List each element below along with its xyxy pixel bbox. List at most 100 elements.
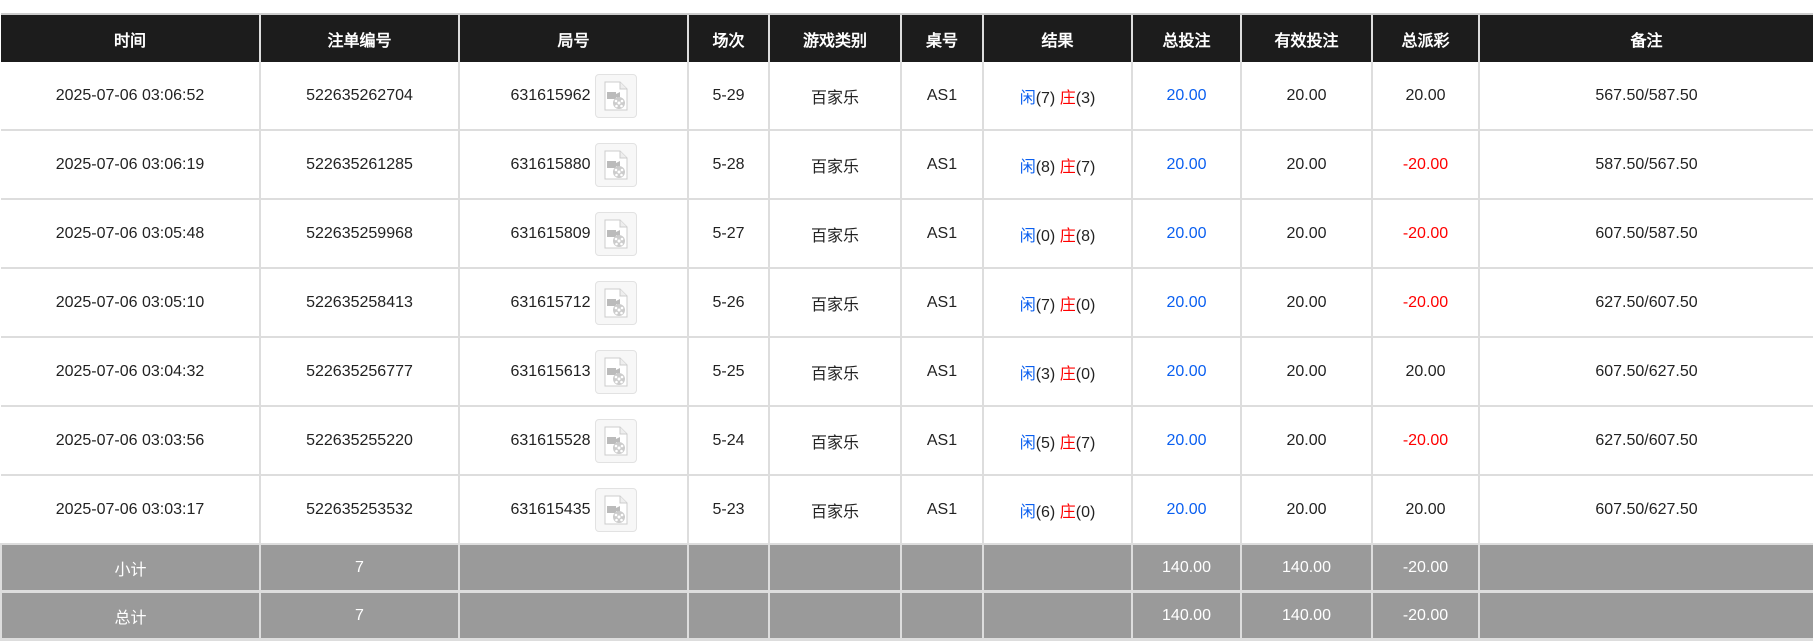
player-label: 闲	[1019, 89, 1036, 107]
bet-id-cell: 522635262704	[259, 62, 459, 131]
video-replay-icon[interactable]	[594, 211, 637, 256]
valid-bet-cell: 20.00	[1240, 406, 1372, 476]
player-label: 闲	[1019, 503, 1036, 521]
player-label: 闲	[1019, 296, 1036, 314]
column-header: 备注	[1478, 13, 1813, 62]
empty-cell	[1478, 591, 1813, 641]
valid-bet-cell: 20.00	[1240, 130, 1372, 200]
session-cell: 5-24	[687, 406, 769, 476]
time-cell: 2025-07-06 03:03:56	[1, 406, 260, 476]
payout-cell: -20.00	[1371, 130, 1479, 200]
payout-cell: 20.00	[1371, 475, 1479, 545]
banker-score: (7)	[1075, 434, 1096, 452]
total-bet-cell: 20.00	[1131, 268, 1241, 338]
bet-id-cell: 522635253532	[259, 475, 459, 545]
player-score: (7)	[1035, 296, 1056, 314]
round-cell: 631615613	[458, 337, 688, 407]
table-row: 2025-07-06 03:06:19 522635261285 6316158…	[1, 130, 1813, 200]
summary-count: 7	[259, 544, 459, 593]
result-cell: 闲(7) 庄(0)	[982, 268, 1132, 338]
table-row: 2025-07-06 03:06:52 522635262704 6316159…	[1, 62, 1813, 131]
banker-score: (0)	[1075, 365, 1096, 383]
note-cell: 607.50/627.50	[1478, 475, 1813, 545]
empty-cell	[458, 591, 688, 641]
payout-cell: -20.00	[1371, 406, 1479, 476]
table-number-cell: AS1	[900, 199, 983, 269]
video-replay-icon[interactable]	[594, 73, 637, 118]
bet-id-cell: 522635256777	[259, 337, 459, 407]
note-cell: 567.50/587.50	[1478, 62, 1813, 131]
round-cell: 631615435	[458, 475, 688, 545]
bet-records-table: 时间 注单编号 局号 场次 游戏类别 桌号 结果 总投注 有效投注 总派彩 备注 2025-07-0…	[0, 13, 1813, 641]
result-cell: 闲(7) 庄(3)	[982, 62, 1132, 131]
result-cell: 闲(6) 庄(0)	[982, 475, 1132, 545]
game-type-cell: 百家乐	[768, 199, 901, 269]
video-replay-icon[interactable]	[594, 349, 637, 394]
video-replay-icon[interactable]	[594, 280, 637, 325]
table-row: 2025-07-06 03:04:32 522635256777 6316156…	[1, 337, 1813, 407]
bet-id-cell: 522635259968	[259, 199, 459, 269]
video-replay-icon[interactable]	[594, 487, 637, 532]
result-cell: 闲(5) 庄(7)	[982, 406, 1132, 476]
note-cell: 627.50/607.50	[1478, 268, 1813, 338]
table-number-cell: AS1	[900, 406, 983, 476]
player-score: (6)	[1035, 503, 1056, 521]
empty-cell	[900, 544, 983, 593]
game-type-cell: 百家乐	[768, 475, 901, 545]
game-type-cell: 百家乐	[768, 62, 901, 131]
column-header: 总投注	[1131, 13, 1241, 62]
round-cell: 631615528	[458, 406, 688, 476]
table-row: 2025-07-06 03:03:56 522635255220 6316155…	[1, 406, 1813, 476]
empty-cell	[768, 544, 901, 593]
time-cell: 2025-07-06 03:06:52	[1, 62, 260, 131]
total-bet-cell: 20.00	[1131, 62, 1241, 131]
session-cell: 5-23	[687, 475, 769, 545]
total-bet-cell: 20.00	[1131, 406, 1241, 476]
banker-score: (0)	[1075, 503, 1096, 521]
time-cell: 2025-07-06 03:05:48	[1, 199, 260, 269]
banker-score: (7)	[1075, 158, 1096, 176]
table-row: 2025-07-06 03:05:10 522635258413 6316157…	[1, 268, 1813, 338]
column-header: 结果	[982, 13, 1132, 62]
round-number: 631615528	[510, 431, 591, 449]
session-cell: 5-26	[687, 268, 769, 338]
payout-cell: -20.00	[1371, 199, 1479, 269]
summary-payout: -20.00	[1371, 591, 1479, 641]
table-header: 时间 注单编号 局号 场次 游戏类别 桌号 结果 总投注 有效投注 总派彩 备注	[1, 13, 1813, 62]
note-cell: 587.50/567.50	[1478, 130, 1813, 200]
session-cell: 5-27	[687, 199, 769, 269]
note-cell: 607.50/627.50	[1478, 337, 1813, 407]
round-number: 631615712	[510, 293, 591, 311]
total-bet-cell: 20.00	[1131, 130, 1241, 200]
column-header: 桌号	[900, 13, 983, 62]
round-cell: 631615809	[458, 199, 688, 269]
summary-valid-bet: 140.00	[1240, 591, 1372, 641]
banker-label: 庄	[1059, 227, 1076, 245]
table-number-cell: AS1	[900, 268, 983, 338]
game-type-cell: 百家乐	[768, 268, 901, 338]
round-cell: 631615880	[458, 130, 688, 200]
empty-cell	[687, 544, 769, 593]
summary-label: 小计	[0, 544, 260, 593]
round-number: 631615962	[510, 86, 591, 104]
banker-score: (0)	[1075, 296, 1096, 314]
empty-cell	[458, 544, 688, 593]
banker-score: (8)	[1075, 227, 1096, 245]
video-replay-icon[interactable]	[594, 418, 637, 463]
session-cell: 5-29	[687, 62, 769, 131]
video-replay-icon[interactable]	[594, 142, 637, 187]
note-cell: 607.50/587.50	[1478, 199, 1813, 269]
banker-label: 庄	[1059, 296, 1076, 314]
player-label: 闲	[1019, 365, 1036, 383]
round-cell: 631615712	[458, 268, 688, 338]
note-cell: 627.50/607.50	[1478, 406, 1813, 476]
game-type-cell: 百家乐	[768, 337, 901, 407]
result-cell: 闲(0) 庄(8)	[982, 199, 1132, 269]
table-number-cell: AS1	[900, 130, 983, 200]
payout-cell: 20.00	[1371, 62, 1479, 131]
payout-cell: -20.00	[1371, 268, 1479, 338]
round-number: 631615613	[510, 362, 591, 380]
player-label: 闲	[1019, 227, 1036, 245]
player-score: (3)	[1035, 365, 1056, 383]
result-cell: 闲(3) 庄(0)	[982, 337, 1132, 407]
